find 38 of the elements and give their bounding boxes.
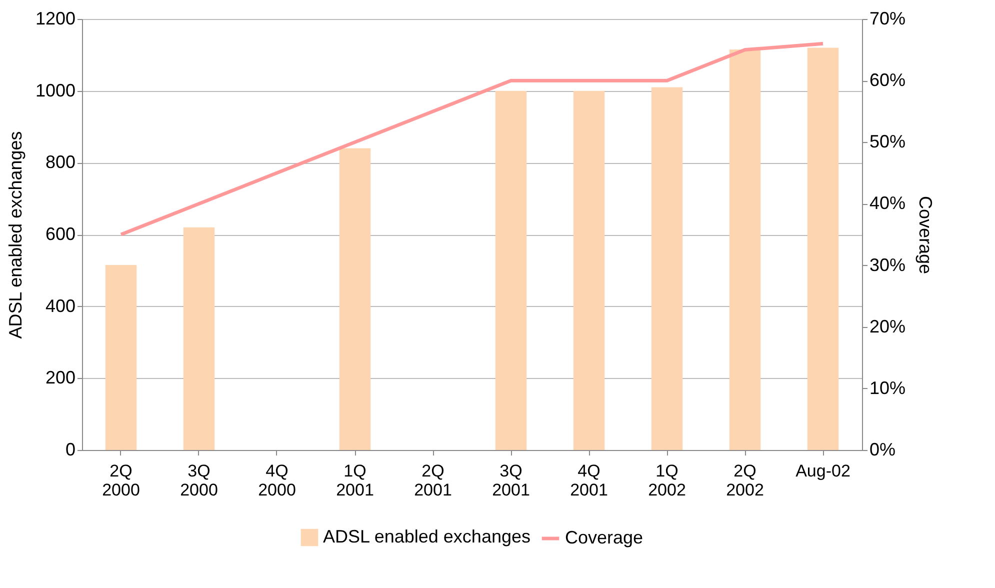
y2-tick-label: 0% <box>870 440 896 460</box>
y-tick-label: 1200 <box>35 8 76 28</box>
x-tick-label: 1Q 2001 <box>336 462 374 500</box>
bar <box>651 87 683 450</box>
y2-tick-label: 40% <box>870 193 906 214</box>
bar <box>807 48 839 450</box>
y2-tick-label: 60% <box>870 70 906 90</box>
y2-tick-label: 50% <box>870 132 906 152</box>
bar <box>495 90 527 450</box>
x-tick-label: 1Q 2002 <box>648 462 686 500</box>
x-tick-label: 2Q 2001 <box>414 462 452 500</box>
y-tick-label: 1000 <box>35 80 76 100</box>
bar <box>573 90 605 450</box>
y-tick-label: 0 <box>65 440 76 460</box>
bar <box>339 148 371 450</box>
y-tick-label: 800 <box>45 152 76 172</box>
x-tick-label: Aug-02 <box>796 462 850 480</box>
x-tick-label: 2Q 2002 <box>726 462 764 500</box>
y2-tick-label: 10% <box>870 378 906 398</box>
x-tick-label: 3Q 2000 <box>180 462 218 500</box>
y-tick-label: 400 <box>45 296 76 316</box>
y2-axis-title: Coverage <box>916 196 936 274</box>
line-series <box>119 42 825 236</box>
y2-tick-label: 30% <box>870 254 906 275</box>
x-tick-label: 4Q 2000 <box>258 462 296 500</box>
bar <box>729 50 761 450</box>
y2-tick-label: 70% <box>870 8 906 28</box>
bar <box>183 227 215 450</box>
y-tick-label: 600 <box>45 224 76 244</box>
y-axis-title: ADSL enabled exchanges <box>5 131 26 339</box>
bar <box>105 265 137 450</box>
x-tick-label: 2Q 2000 <box>102 462 140 500</box>
x-tick-label: 3Q 2001 <box>492 462 530 500</box>
x-tick-label: 4Q 2001 <box>570 462 608 500</box>
legend-label: Coverage <box>565 528 644 548</box>
y2-tick-label: 20% <box>870 316 906 336</box>
y-tick-label: 200 <box>45 368 76 388</box>
legend-label: ADSL enabled exchanges <box>323 526 530 546</box>
